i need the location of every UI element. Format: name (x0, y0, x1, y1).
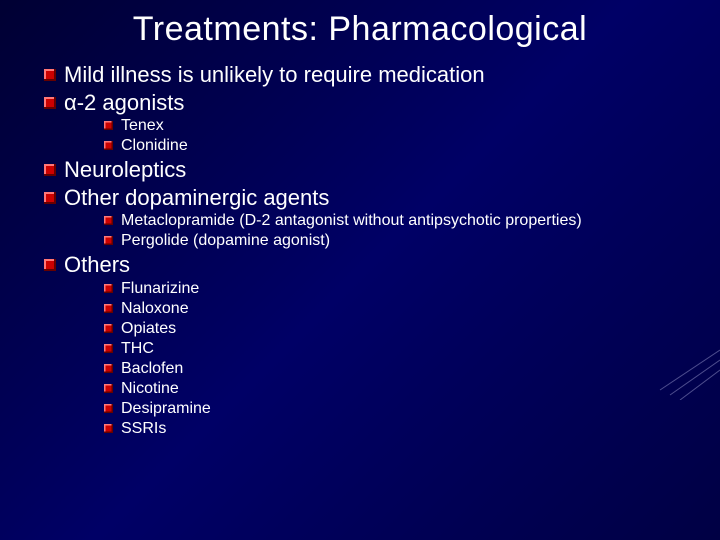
list-item: α-2 agonists (44, 89, 720, 117)
list-item: SSRIs (104, 419, 720, 439)
list-item-text: SSRIs (121, 419, 166, 439)
bullet-icon (104, 384, 113, 393)
list-item-text: Naloxone (121, 299, 189, 319)
bullet-icon (104, 141, 113, 150)
list-item: Other dopaminergic agents (44, 184, 720, 212)
list-item-text: Opiates (121, 319, 176, 339)
list-item: Pergolide (dopamine agonist) (104, 231, 720, 251)
decorative-lines-icon (650, 340, 720, 400)
list-item-text: Others (64, 251, 130, 279)
list-item-text: Other dopaminergic agents (64, 184, 329, 212)
list-item-text: Clonidine (121, 136, 188, 156)
list-item-text: Flunarizine (121, 279, 199, 299)
bullet-icon (104, 236, 113, 245)
list-item-text: Tenex (121, 116, 164, 136)
list-item: Nicotine (104, 379, 720, 399)
list-item: Tenex (104, 116, 720, 136)
list-item: THC (104, 339, 720, 359)
bullet-icon (44, 192, 56, 204)
list-item-text: Mild illness is unlikely to require medi… (64, 61, 485, 89)
bullet-icon (104, 216, 113, 225)
list-item: Others (44, 251, 720, 279)
list-item: Flunarizine (104, 279, 720, 299)
slide-content: Mild illness is unlikely to require medi… (0, 61, 720, 439)
bullet-icon (104, 284, 113, 293)
list-item: Desipramine (104, 399, 720, 419)
list-item-text: Metaclopramide (D-2 antagonist without a… (121, 211, 582, 231)
list-item-text: Desipramine (121, 399, 211, 419)
list-item: Baclofen (104, 359, 720, 379)
bullet-icon (104, 344, 113, 353)
list-item-text: Baclofen (121, 359, 183, 379)
bullet-icon (44, 259, 56, 271)
bullet-icon (104, 404, 113, 413)
list-item-text: Nicotine (121, 379, 179, 399)
list-item: Metaclopramide (D-2 antagonist without a… (104, 211, 720, 231)
list-item: Naloxone (104, 299, 720, 319)
list-item-text: THC (121, 339, 154, 359)
list-item-text: Neuroleptics (64, 156, 186, 184)
list-item-text: α-2 agonists (64, 89, 184, 117)
slide-title: Treatments: Pharmacological (0, 0, 720, 61)
bullet-icon (104, 424, 113, 433)
list-item: Neuroleptics (44, 156, 720, 184)
bullet-icon (104, 121, 113, 130)
bullet-icon (44, 69, 56, 81)
bullet-icon (44, 164, 56, 176)
bullet-icon (104, 324, 113, 333)
list-item: Mild illness is unlikely to require medi… (44, 61, 720, 89)
bullet-icon (44, 97, 56, 109)
list-item-text: Pergolide (dopamine agonist) (121, 231, 330, 251)
list-item: Clonidine (104, 136, 720, 156)
bullet-icon (104, 364, 113, 373)
bullet-icon (104, 304, 113, 313)
list-item: Opiates (104, 319, 720, 339)
